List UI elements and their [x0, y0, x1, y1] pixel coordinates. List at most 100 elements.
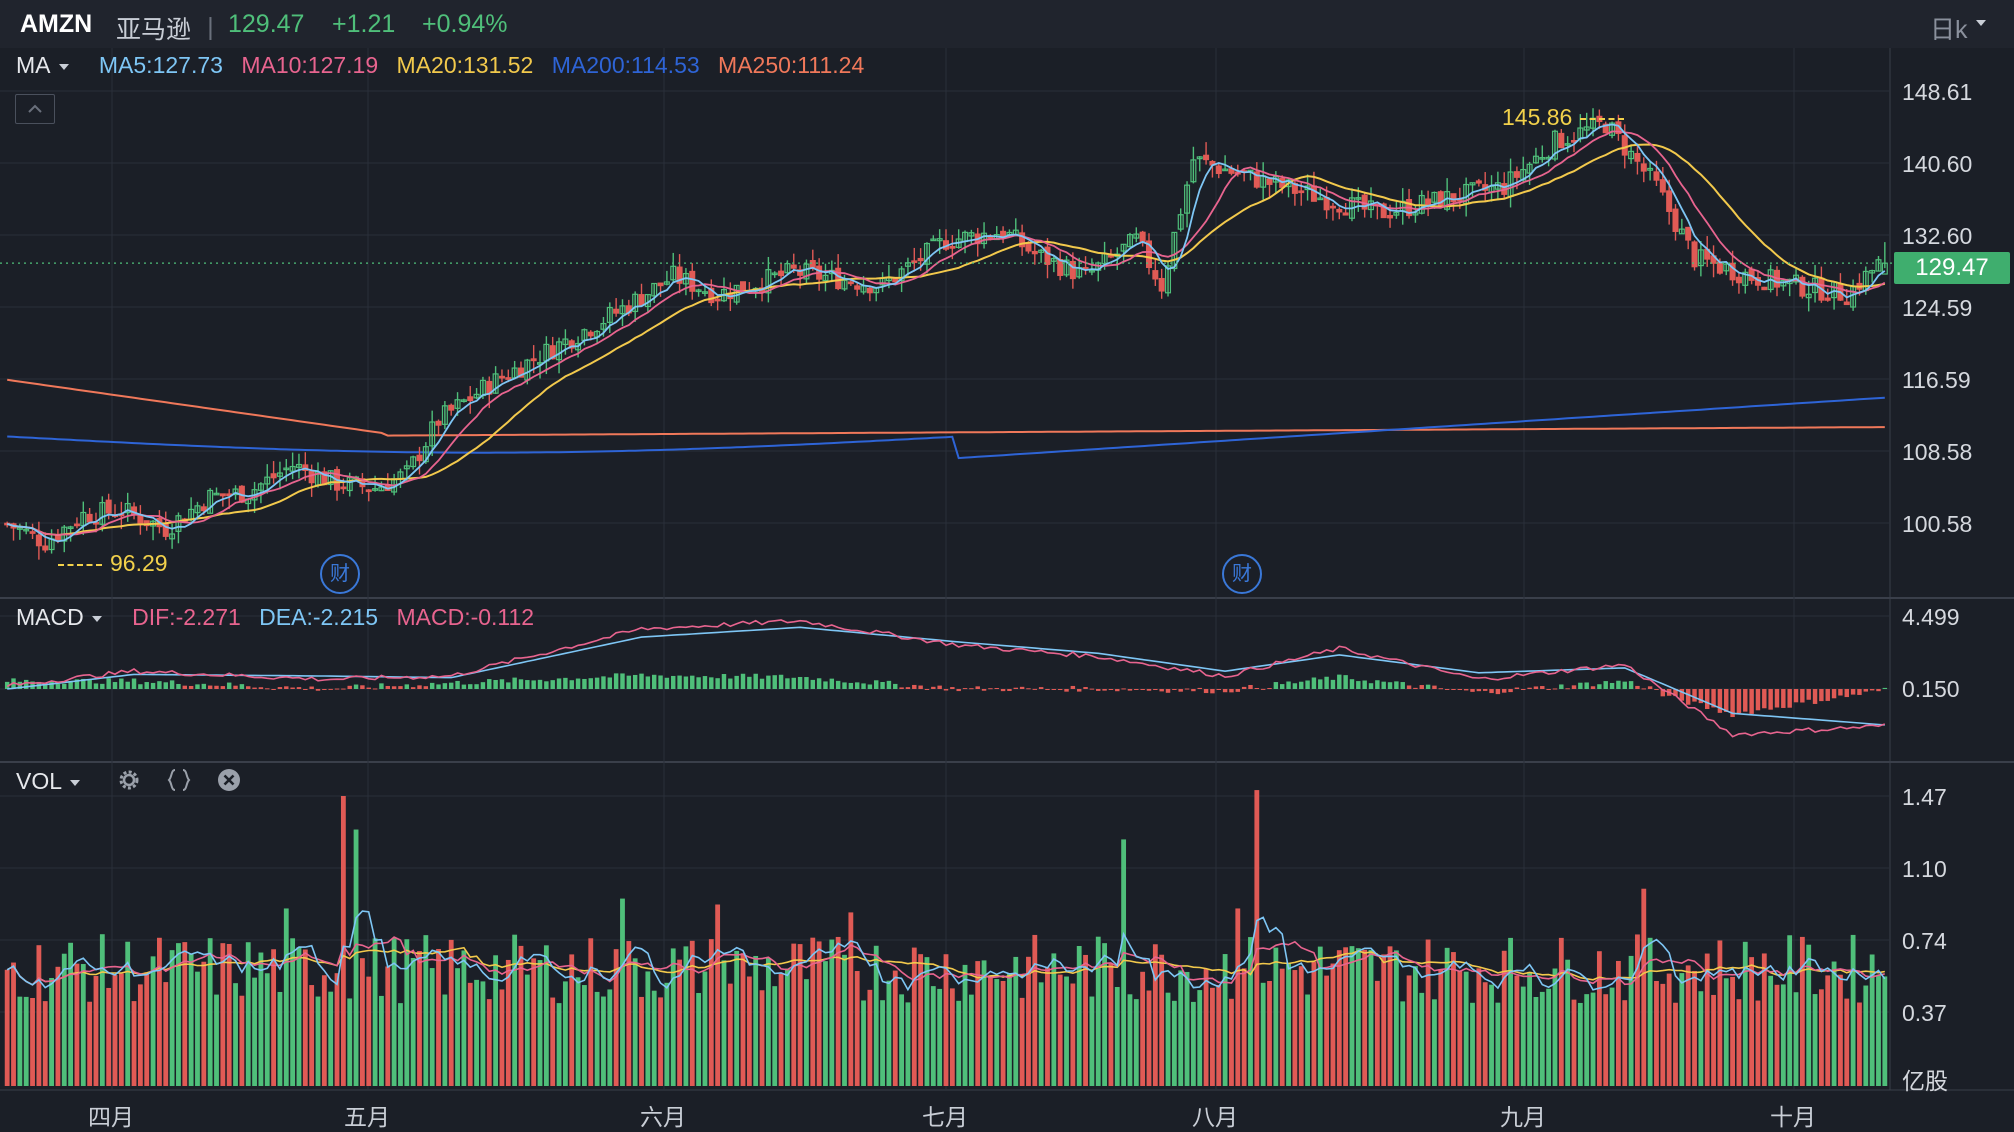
- volume-bar: [480, 981, 486, 1086]
- candle-body: [1697, 249, 1704, 267]
- ma-indicator-selector[interactable]: MA: [16, 52, 69, 78]
- candle-body: [1723, 263, 1730, 272]
- collapse-legend-button[interactable]: [15, 94, 55, 124]
- macd-histogram-bar: [1254, 687, 1260, 689]
- volume-bar: [785, 968, 790, 1086]
- macd-histogram-bar: [835, 680, 841, 689]
- macd-histogram-bar: [1730, 689, 1735, 718]
- volume-bar: [1381, 954, 1387, 1086]
- macd-histogram-bar: [1019, 686, 1025, 689]
- vol-axis-label: 0.74: [1902, 928, 1947, 954]
- volume-bar: [1343, 947, 1349, 1086]
- ma10-value: MA10:127.19: [241, 52, 379, 78]
- candle-body: [505, 377, 512, 380]
- vol-indicator-selector[interactable]: VOL: [16, 768, 81, 794]
- macd-histogram-bar: [1698, 689, 1704, 704]
- volume-bar: [1184, 971, 1190, 1086]
- volume-bar: [195, 971, 200, 1086]
- volume-bar: [36, 945, 42, 1086]
- macd-histogram-bar: [1831, 689, 1837, 699]
- volume-bar: [905, 1002, 911, 1086]
- macd-histogram-bar: [214, 685, 219, 689]
- candle-body: [1672, 208, 1679, 232]
- volume-bar: [448, 939, 454, 1086]
- macd-histogram-bar: [677, 675, 682, 689]
- volume-bar: [994, 979, 1000, 1086]
- gear-icon[interactable]: [116, 767, 142, 793]
- volume-bar: [1635, 934, 1640, 1086]
- volume-bar: [1787, 935, 1793, 1086]
- candle-body: [797, 269, 804, 276]
- period-selector[interactable]: 日k: [1930, 10, 1986, 46]
- candle-body: [739, 281, 747, 292]
- volume-bar: [347, 998, 353, 1086]
- macd-histogram-bar: [899, 687, 904, 689]
- macd-histogram-bar: [1508, 689, 1513, 693]
- close-icon[interactable]: [216, 767, 242, 793]
- candle-body: [1685, 226, 1692, 241]
- month-label: 五月: [344, 1104, 390, 1130]
- candle-body: [1025, 243, 1032, 252]
- macd-histogram-bar: [207, 685, 213, 689]
- macd-indicator-selector[interactable]: MACD: [16, 604, 102, 630]
- macd-histogram-bar: [1736, 689, 1742, 714]
- candle-body: [1050, 257, 1057, 262]
- dif-value: DIF:-2.271: [132, 604, 241, 630]
- volume-bar: [708, 939, 714, 1086]
- candle-body: [1298, 190, 1305, 194]
- macd-histogram-bar: [690, 675, 695, 689]
- macd-histogram-bar: [893, 683, 898, 689]
- vol-ma5-line: [6, 910, 1886, 992]
- volume-bar: [1615, 960, 1621, 1086]
- macd-histogram-bar: [1489, 689, 1494, 694]
- last-price: 129.47: [228, 10, 305, 38]
- macd-histogram-bar: [1546, 689, 1551, 690]
- volume-bar: [873, 945, 879, 1086]
- macd-histogram-bar: [1559, 684, 1564, 689]
- candle-body: [587, 331, 594, 337]
- macd-histogram-bar: [1819, 689, 1824, 702]
- volume-bar: [499, 989, 505, 1086]
- macd-histogram-bar: [518, 679, 524, 689]
- volume-bar: [93, 975, 99, 1086]
- candle-body: [1031, 250, 1038, 255]
- candle-body: [340, 486, 347, 490]
- macd-histogram-bar: [1457, 689, 1463, 690]
- macd-histogram-bar: [702, 676, 708, 689]
- candle-body: [1558, 132, 1565, 149]
- macd-histogram-bar: [328, 688, 333, 690]
- volume-bar: [1577, 1002, 1583, 1086]
- chevron-down-icon: [1975, 20, 1986, 26]
- macd-histogram-bar: [797, 676, 803, 689]
- volume-bar: [188, 953, 194, 1086]
- macd-histogram-bar: [448, 682, 454, 689]
- candle-body: [1475, 180, 1482, 184]
- candle-body: [1126, 234, 1133, 248]
- macd-histogram-bar: [937, 685, 942, 689]
- volume-bar: [74, 963, 80, 1086]
- earnings-marker[interactable]: 财: [1222, 554, 1262, 594]
- volume-bar: [1051, 953, 1057, 1086]
- volume-bar: [1190, 1001, 1196, 1086]
- candle-body: [1691, 241, 1698, 268]
- macd-histogram-bar: [1476, 689, 1482, 692]
- candle-body: [1222, 168, 1229, 172]
- volume-bar: [1666, 973, 1672, 1086]
- dea-line: [7, 626, 1885, 726]
- volume-bar: [220, 943, 226, 1086]
- candle-body: [1539, 157, 1546, 160]
- macd-histogram-bar: [1203, 689, 1209, 694]
- candle-body: [99, 502, 106, 525]
- candle-body: [257, 483, 264, 491]
- macd-histogram-bar: [1590, 686, 1596, 689]
- volume-bar: [169, 950, 175, 1086]
- macd-histogram-bar: [671, 675, 676, 689]
- volume-bar: [1609, 987, 1615, 1086]
- volume-bar: [461, 950, 467, 1086]
- volume-bar: [1780, 984, 1786, 1086]
- earnings-marker[interactable]: 财: [320, 554, 360, 594]
- macd-histogram-bar: [1521, 689, 1526, 690]
- braces-icon[interactable]: [166, 767, 192, 793]
- volume-bar: [949, 988, 955, 1086]
